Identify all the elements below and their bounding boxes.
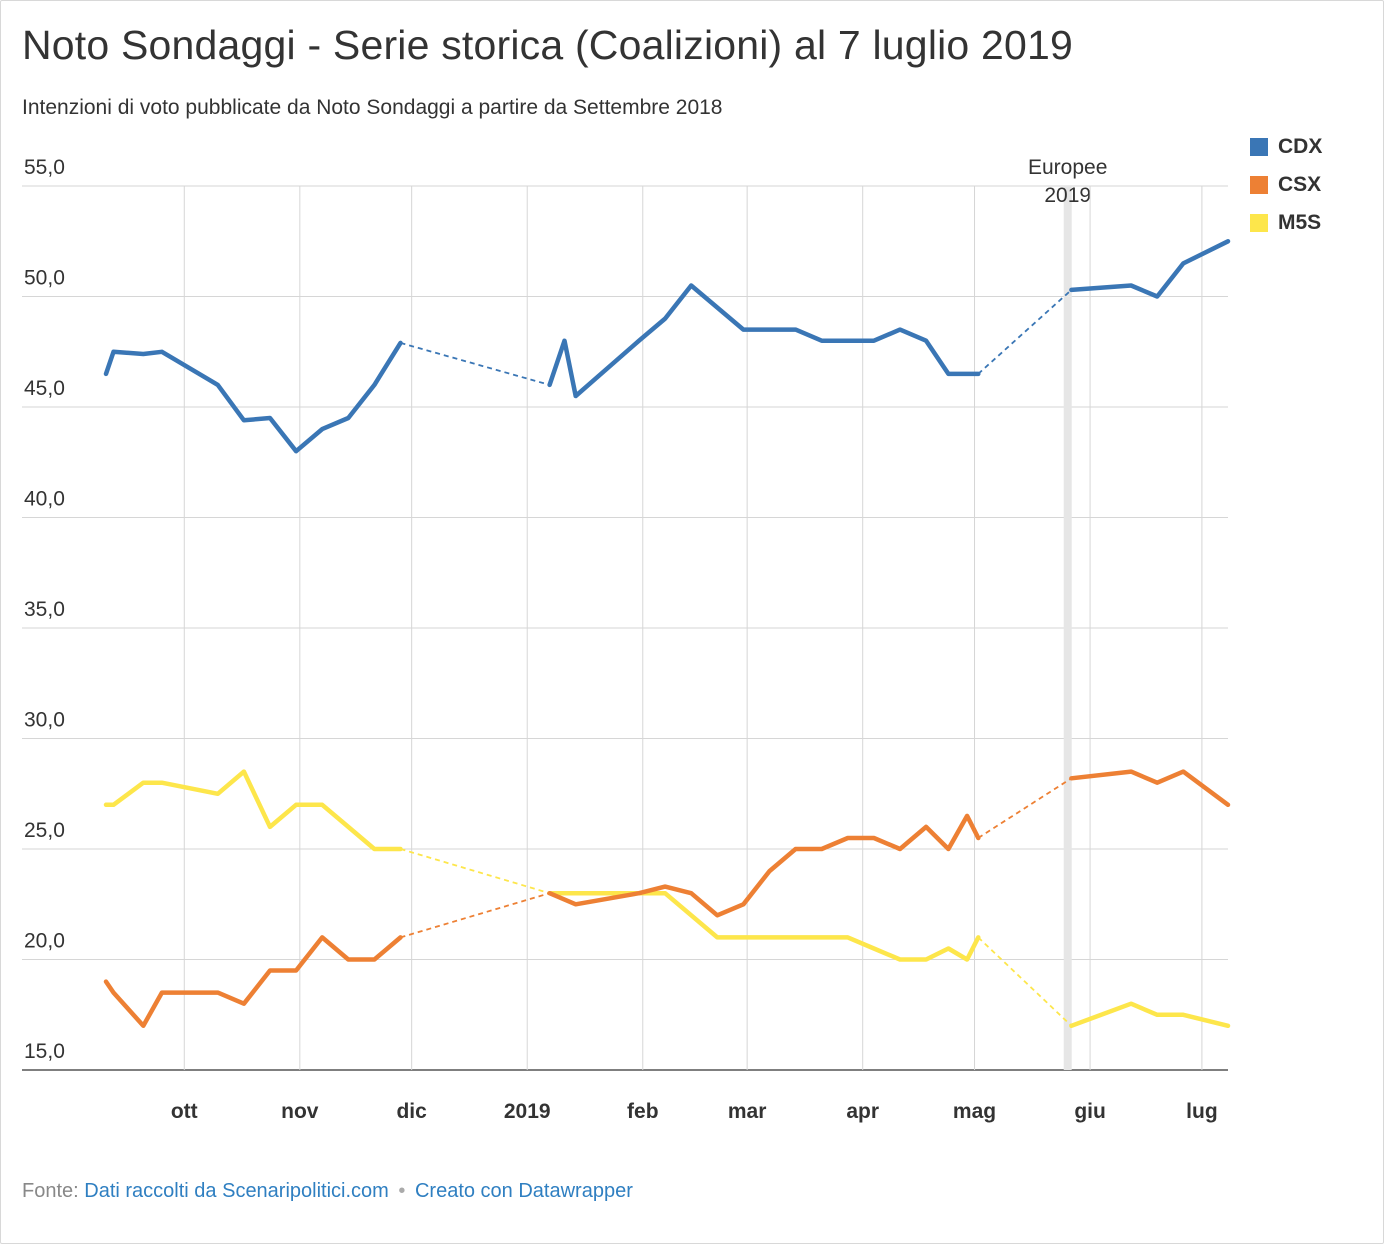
y-tick-label-4: 35,0: [24, 598, 65, 621]
series-csx-line-0: [103, 935, 403, 1029]
y-tick-label-2: 25,0: [24, 819, 65, 842]
series-m5s-line-2: [1069, 1001, 1231, 1029]
series-cdx-line-0: [103, 340, 403, 454]
legend-swatch-m5s: [1250, 214, 1268, 232]
footer-separator: •: [398, 1180, 406, 1202]
series-m5s-gap-1: [400, 848, 550, 895]
series-csx-gap-2: [977, 777, 1072, 839]
x-tick-label-mar: mar: [728, 1100, 767, 1123]
x-tick-label-feb: feb: [627, 1100, 659, 1123]
legend-swatch-cdx: [1250, 138, 1268, 156]
x-tick-label-giu: giu: [1074, 1100, 1106, 1123]
y-tick-label-0: 15,0: [24, 1040, 65, 1063]
annotation-label-0-1: 2019: [1044, 184, 1091, 207]
x-tick-label-lug: lug: [1186, 1100, 1218, 1123]
series-cdx-line-1: [547, 283, 981, 399]
y-tick-label-8: 55,0: [24, 156, 65, 179]
x-tick-label-apr: apr: [846, 1100, 879, 1123]
series-cdx-gap-2: [977, 289, 1073, 375]
y-tick-label-7: 50,0: [24, 267, 65, 290]
legend-label-csx: CSX: [1278, 173, 1322, 196]
legend-label-m5s: M5S: [1278, 211, 1322, 234]
series-m5s-gap-2: [977, 936, 1073, 1027]
x-tick-label-ott: ott: [171, 1100, 198, 1123]
chart-title: Noto Sondaggi - Serie storica (Coalizion…: [22, 22, 1074, 68]
legend-item-cdx: CDX: [1250, 128, 1322, 166]
series-csx-gap-1: [400, 892, 550, 939]
x-tick-label-nov: nov: [281, 1100, 319, 1123]
chart-subtitle: Intenzioni di voto pubblicate da Noto So…: [22, 96, 723, 119]
x-tick-label-2019: 2019: [504, 1100, 551, 1123]
series-cdx-line-2: [1069, 239, 1231, 299]
footer: Fonte: Dati raccolti da Scenaripolitici.…: [22, 1180, 633, 1203]
annotation-band-0: [1063, 186, 1072, 1070]
legend-item-csx: CSX: [1250, 166, 1322, 204]
y-tick-label-6: 45,0: [24, 377, 65, 400]
y-tick-label-1: 20,0: [24, 930, 65, 953]
series-m5s-line-1: [547, 890, 981, 962]
footer-source-label: Fonte:: [22, 1180, 79, 1202]
legend-item-m5s: M5S: [1250, 204, 1322, 242]
x-tick-label-dic: dic: [396, 1100, 427, 1123]
legend: CDX CSX M5S: [1250, 128, 1322, 242]
legend-swatch-csx: [1250, 176, 1268, 194]
series-m5s-line-0: [103, 769, 403, 852]
y-tick-label-3: 30,0: [24, 709, 65, 732]
series-csx-line-2: [1069, 769, 1231, 808]
series-cdx-gap-1: [400, 342, 550, 386]
source-link[interactable]: Dati raccolti da Scenaripolitici.com: [84, 1180, 389, 1202]
datawrapper-link[interactable]: Creato con Datawrapper: [414, 1180, 633, 1202]
y-tick-label-5: 40,0: [24, 488, 65, 511]
legend-label-cdx: CDX: [1278, 135, 1323, 158]
x-tick-label-mag: mag: [953, 1100, 996, 1123]
annotation-label-0-0: Europee: [1028, 156, 1107, 179]
series-csx-line-1: [547, 813, 981, 918]
